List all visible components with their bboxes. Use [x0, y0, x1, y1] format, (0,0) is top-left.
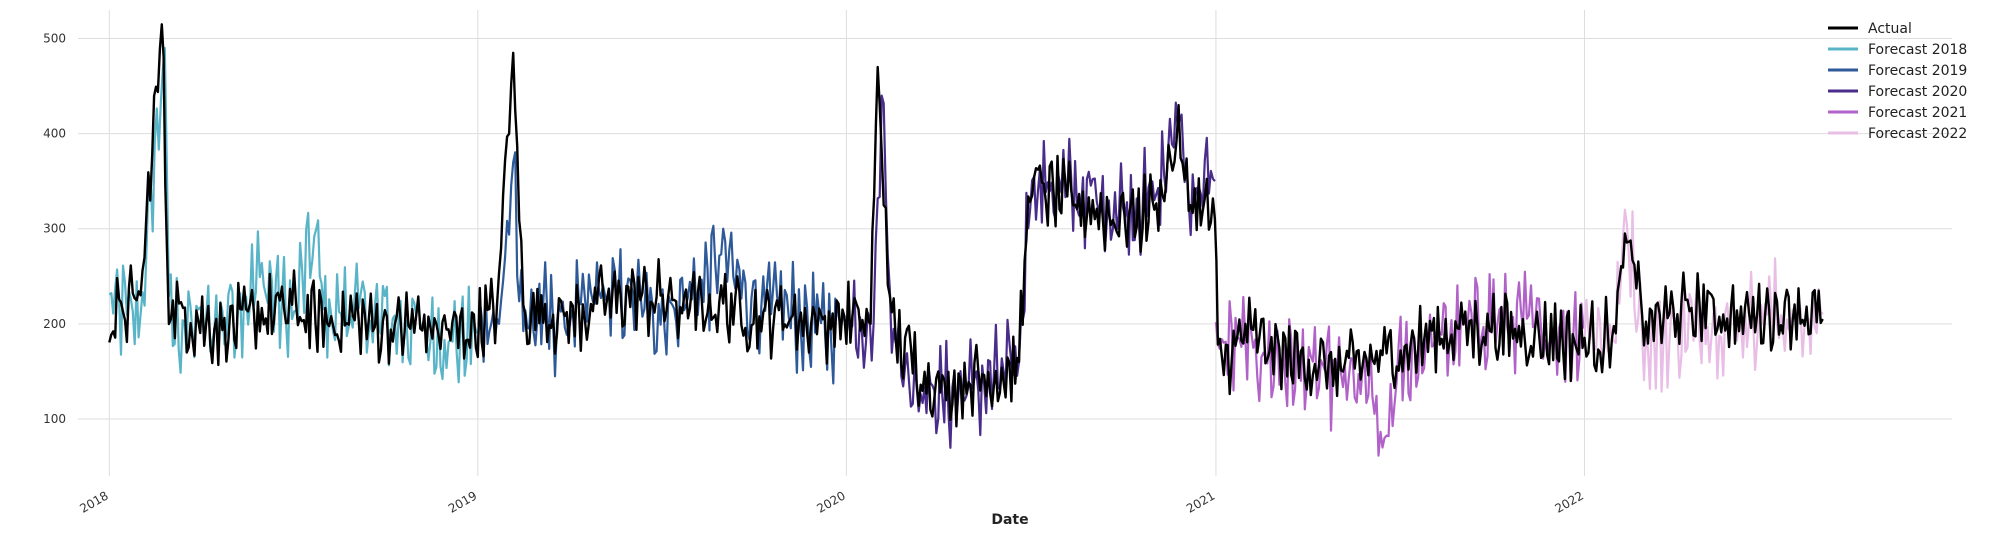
x-axis-title: Date	[991, 512, 1028, 528]
x-tick-label: 2018	[77, 488, 110, 515]
legend-label: Actual	[1868, 21, 1912, 37]
x-tick-label: 2022	[1553, 488, 1586, 515]
legend-label: Forecast 2020	[1868, 84, 1967, 100]
legend-label: Forecast 2021	[1868, 105, 1967, 121]
y-tick-label: 400	[43, 127, 66, 141]
series-layer	[108, 23, 1824, 457]
series-line-forecast-2020	[845, 94, 1216, 449]
legend-label: Forecast 2018	[1868, 42, 1967, 58]
x-tick-label: 2021	[1184, 488, 1217, 515]
y-tick-labels: 100 200 300 400 500	[43, 32, 66, 426]
series-line-forecast-2019	[476, 151, 847, 385]
y-tick-label: 100	[43, 412, 66, 426]
series-line-actual	[108, 23, 1824, 428]
x-grid	[108, 10, 1585, 476]
legend-label: Forecast 2019	[1868, 63, 1967, 79]
y-tick-label: 200	[43, 317, 66, 331]
legend-label: Forecast 2022	[1868, 126, 1967, 142]
y-grid	[78, 38, 1952, 420]
x-tick-label: 2019	[446, 488, 479, 515]
x-tick-label: 2020	[814, 488, 847, 515]
y-tick-label: 500	[43, 32, 66, 46]
y-tick-label: 300	[43, 222, 66, 236]
legend: Actual Forecast 2018 Forecast 2019 Forecast…	[1828, 21, 1967, 142]
series-line-forecast-2018	[108, 46, 478, 384]
x-tick-labels: 2018 2019 2020 2021 2022	[77, 488, 1586, 515]
